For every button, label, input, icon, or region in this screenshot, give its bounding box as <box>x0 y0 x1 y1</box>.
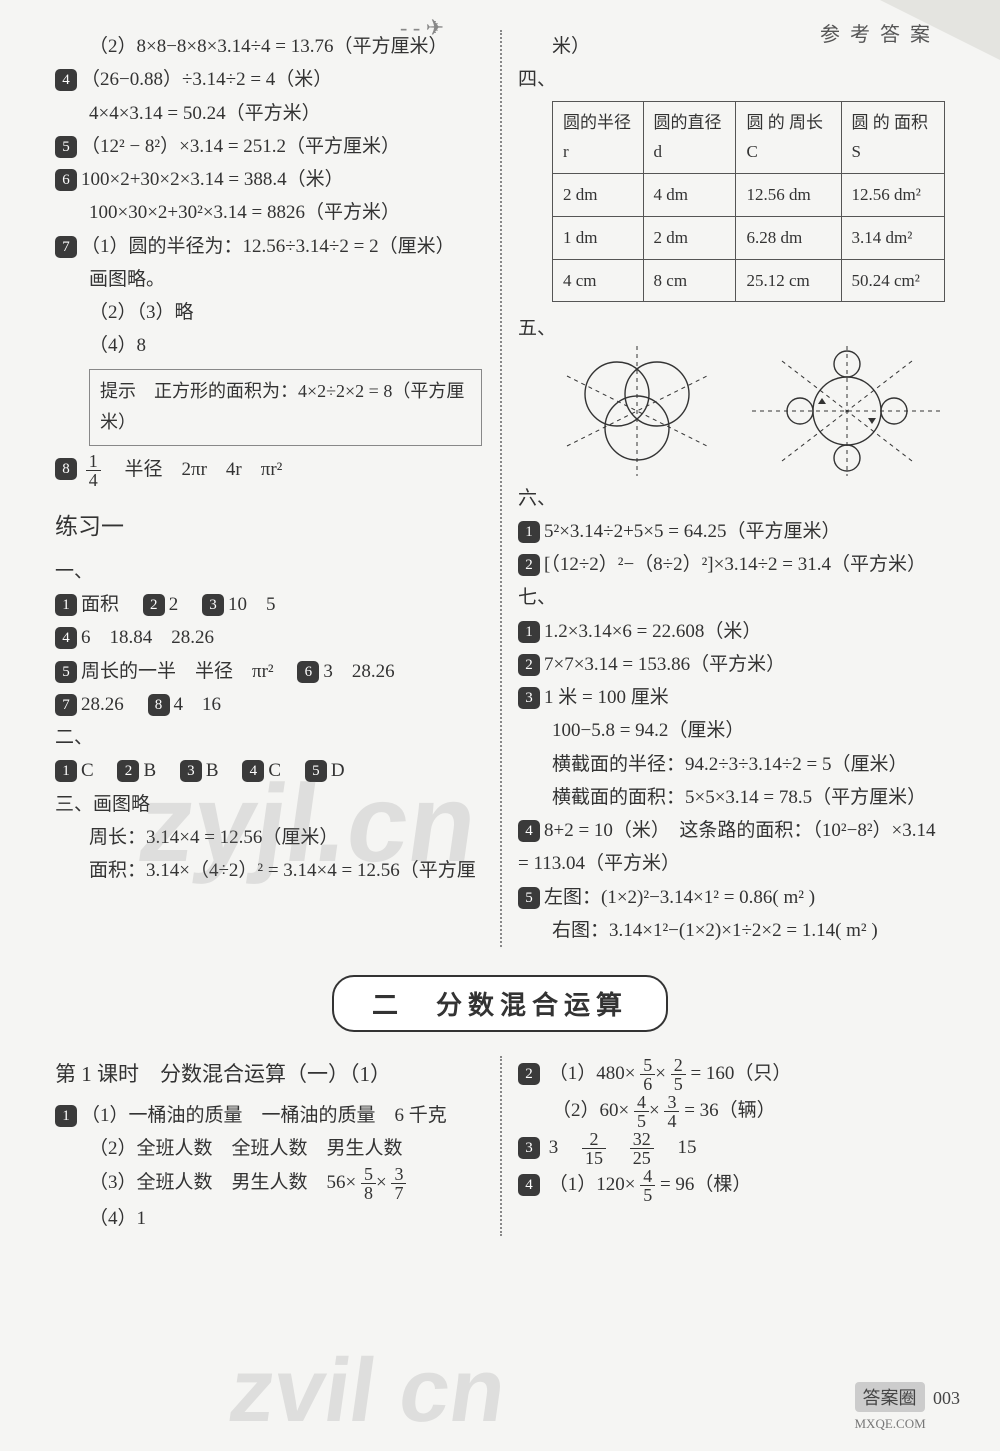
chapter-heading: 二 分数混合运算 <box>55 975 945 1032</box>
bottom-left-column: 第 1 课时 分数混合运算（一）（1） 1（1）一桶油的质量 一桶油的质量 6 … <box>55 1056 482 1236</box>
line: 11.2×3.14×6 = 22.608（米） <box>518 615 945 648</box>
line: 5周长的一半 半径 πr² 63 28.26 <box>55 655 482 688</box>
section-label: 四、 <box>518 63 945 96</box>
line: （2）（3）略 <box>55 296 482 329</box>
plane-icon: - - ✈ <box>400 15 444 41</box>
line: 7（1）圆的半径为：12.56÷3.14÷2 = 2（厘米） <box>55 230 482 263</box>
line: 5左图：(1×2)²−3.14×1² = 0.86( m² ) <box>518 881 945 914</box>
answer-table: 圆的半径 r 圆的直径 d 圆 的 周长 C 圆 的 面积 S 2 dm 4 d… <box>552 101 945 303</box>
line: 横截面的面积：5×5×3.14 = 78.5（平方厘米） <box>518 781 945 814</box>
line: 31 米 = 100 厘米 <box>518 681 945 714</box>
line: （3）全班人数 男生人数 56× 58× 37 <box>55 1165 482 1202</box>
lesson-title: 第 1 课时 分数混合运算（一）（1） <box>55 1056 482 1093</box>
watermark: zvil cn <box>223 1340 513 1443</box>
site-url: MXQE.COM <box>855 1416 926 1431</box>
line: 2[（12÷2）²−（8÷2）²]×3.14÷2 = 31.4（平方米） <box>518 548 945 581</box>
line: 100−5.8 = 94.2（厘米） <box>518 714 945 747</box>
line: 4 （1）120× 45 = 96（棵） <box>518 1167 945 1204</box>
tip-box: 提示 正方形的面积为：4×2÷2×2 = 8（平方厘米） <box>89 369 482 446</box>
line: （4）1 <box>55 1202 482 1235</box>
line: （2）60× 45× 34 = 36（辆） <box>518 1093 945 1130</box>
line: 1C 2B 3B 4C 5D <box>55 754 482 787</box>
line: 面积：3.14×（4÷2）² = 3.14×4 = 12.56（平方厘 <box>55 854 482 887</box>
section-label: 六、 <box>518 482 945 515</box>
line: 15²×3.14÷2+5×5 = 64.25（平方厘米） <box>518 515 945 548</box>
line: 1（1）一桶油的质量 一桶油的质量 6 千克 <box>55 1099 482 1132</box>
line: 周长：3.14×4 = 12.56（厘米） <box>55 821 482 854</box>
footer: 答案圈 003 MXQE.COM <box>855 1382 961 1433</box>
line: 横截面的半径：94.2÷3÷3.14÷2 = 5（厘米） <box>518 748 945 781</box>
left-column: （2）8×8−8×8×3.14÷4 = 13.76（平方厘米） 4（26−0.8… <box>55 30 482 947</box>
line: 3 3 215 3225 15 <box>518 1130 945 1167</box>
line: 2 （1）480× 56× 25 = 160（只） <box>518 1056 945 1093</box>
page-header: 参考答案 <box>820 18 940 47</box>
section-label: 五、 <box>518 312 945 345</box>
line: 27×7×3.14 = 153.86（平方米） <box>518 648 945 681</box>
section-label: 七、 <box>518 581 945 614</box>
figure-five <box>552 346 945 476</box>
line: 6100×2+30×2×3.14 = 388.4（米） <box>55 163 482 196</box>
line: 46 18.84 28.26 <box>55 621 482 654</box>
line: 5（12² − 8²）×3.14 = 251.2（平方厘米） <box>55 130 482 163</box>
line: 画图略。 <box>55 263 482 296</box>
line: 48+2 = 10（米） 这条路的面积：（10²−8²）×3.14 = 113.… <box>518 814 945 881</box>
chapter-pill: 二 分数混合运算 <box>332 975 668 1032</box>
line: 100×30×2+30²×3.14 = 8826（平方米） <box>55 196 482 229</box>
line: 右图：3.14×1²−(1×2)×1÷2×2 = 1.14( m² ) <box>518 914 945 947</box>
line: 4×4×3.14 = 50.24（平方米） <box>55 97 482 130</box>
bottom-right-column: 2 （1）480× 56× 25 = 160（只） （2）60× 45× 34 … <box>500 1056 945 1236</box>
line: 728.26 84 16 <box>55 688 482 721</box>
right-column: 米） 四、 圆的半径 r 圆的直径 d 圆 的 周长 C 圆 的 面积 S 2 … <box>500 30 945 947</box>
line: 4（26−0.88）÷3.14÷2 = 4（米） <box>55 63 482 96</box>
brand-badge: 答案圈 <box>855 1382 925 1412</box>
page-number: 003 <box>933 1388 960 1408</box>
section-label: 一、 <box>55 555 482 588</box>
exercise-title: 练习一 <box>55 507 482 547</box>
line: 1面积 22 310 5 <box>55 588 482 621</box>
section-label: 二、 <box>55 721 482 754</box>
line: （2）全班人数 全班人数 男生人数 <box>55 1132 482 1165</box>
section-label: 三、画图略 <box>55 788 482 821</box>
line: 8 14 半径 2πr 4r πr² <box>55 452 482 489</box>
line: （4）8 <box>55 329 482 362</box>
